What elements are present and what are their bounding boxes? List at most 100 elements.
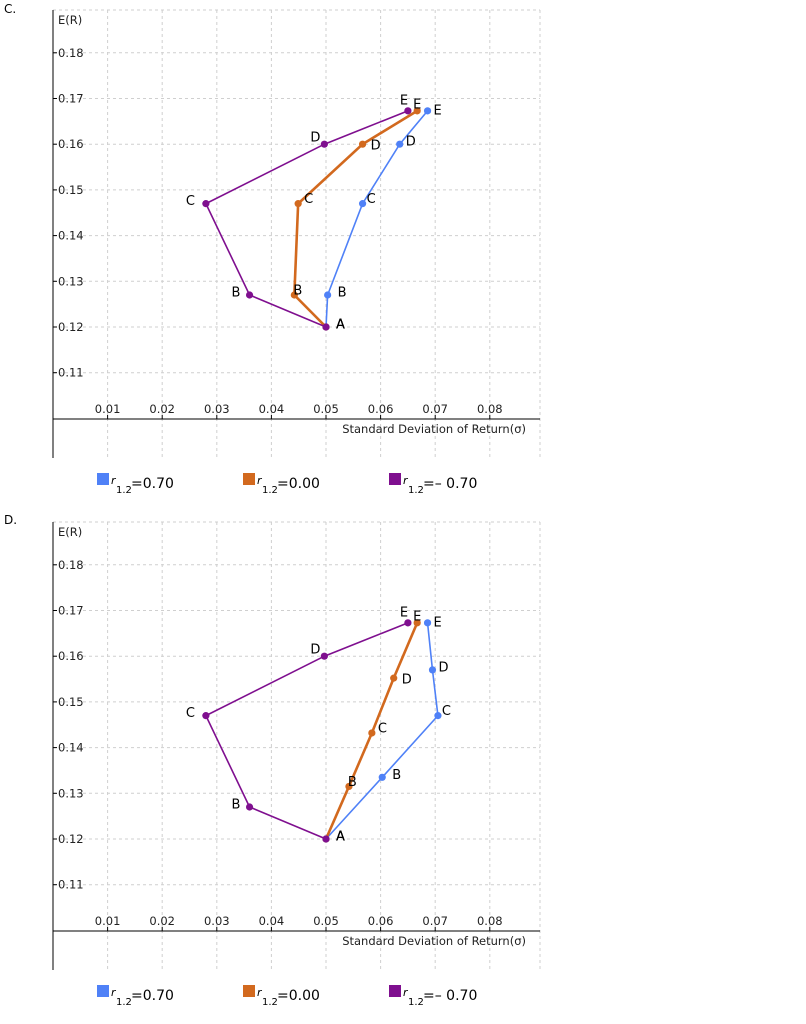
data-point: [378, 773, 386, 781]
x-tick-label: 0.08: [477, 914, 503, 928]
point-label: A: [336, 318, 345, 333]
data-point: [245, 803, 254, 811]
y-axis-title: E(R): [58, 13, 82, 27]
legend-swatch: [389, 473, 401, 485]
legend-value: =0.00: [277, 988, 320, 1004]
x-tick-label: 0.03: [204, 402, 230, 416]
point-label: C: [186, 706, 195, 721]
data-point: [413, 619, 421, 627]
legend-swatch: [243, 473, 255, 485]
x-tick-label: 0.07: [422, 402, 448, 416]
y-tick-label: 0.15: [58, 183, 84, 197]
y-tick-label: 0.12: [58, 832, 84, 846]
legend-subscript: 1.2: [116, 997, 132, 1008]
y-tick-label: 0.14: [58, 229, 84, 243]
point-label: B: [232, 798, 241, 813]
legend-swatch: [97, 473, 109, 485]
option-letter-d: D.: [4, 513, 18, 527]
data-point: [396, 140, 404, 148]
legend-swatch: [389, 985, 401, 997]
legend-subscript: 1.2: [262, 485, 278, 496]
y-tick-label: 0.17: [58, 92, 84, 106]
point-label: A: [336, 830, 345, 845]
data-point: [434, 712, 442, 720]
data-point: [404, 619, 412, 627]
y-tick-label: 0.15: [58, 695, 84, 709]
y-tick-label: 0.11: [58, 878, 84, 892]
y-axis-title: E(R): [58, 525, 82, 539]
x-axis-title: Standard Deviation of Return(σ): [342, 934, 526, 948]
point-label: A: [336, 318, 345, 333]
y-tick-label: 0.12: [58, 320, 84, 334]
point-label: B: [348, 775, 357, 790]
x-tick-label: 0.08: [477, 402, 503, 416]
x-tick-label: 0.02: [149, 914, 175, 928]
option-letter-c: C.: [4, 2, 17, 16]
x-tick-label: 0.07: [422, 914, 448, 928]
point-label: D: [402, 673, 412, 688]
data-point: [245, 291, 254, 299]
data-point: [322, 835, 330, 843]
point-label: C: [304, 192, 313, 207]
x-tick-label: 0.04: [259, 402, 285, 416]
point-label: A: [336, 830, 345, 845]
point-label: C: [378, 721, 387, 736]
point-label: B: [392, 768, 401, 783]
data-point: [358, 140, 367, 148]
grid-lines: [53, 9, 541, 458]
y-tick-label: 0.11: [58, 366, 84, 380]
point-label: E: [400, 605, 408, 620]
legend-swatch: [97, 985, 109, 997]
legend-subscript: 1.2: [116, 485, 132, 496]
legend-subscript: 1.2: [262, 997, 278, 1008]
data-point: [322, 323, 330, 331]
point-label: E: [413, 609, 421, 624]
x-axis-title: Standard Deviation of Return(σ): [342, 422, 526, 436]
data-point: [320, 652, 328, 660]
data-point: [428, 666, 437, 674]
point-label: E: [434, 615, 442, 630]
point-label: E: [434, 103, 442, 118]
y-tick-label: 0.16: [58, 137, 84, 151]
y-tick-label: 0.16: [58, 649, 84, 663]
x-tick-label: 0.06: [368, 402, 394, 416]
data-point: [423, 619, 432, 627]
point-label: A: [336, 318, 345, 333]
chart-panel-c: 0.11 0.12 0.13 0.14 0.15 0.16 0.17 0.18 0.01 0.02…: [52, 9, 541, 496]
point-label: D: [438, 660, 448, 675]
data-point: [368, 729, 376, 737]
x-tick-label: 0.05: [313, 402, 339, 416]
legend-symbol: r: [403, 986, 409, 999]
data-point: [390, 674, 398, 682]
legend-value: =0.70: [131, 988, 174, 1004]
point-label: D: [310, 643, 320, 658]
grid-lines: [53, 521, 541, 970]
point-label: E: [413, 97, 421, 112]
legend-symbol: r: [257, 986, 263, 999]
legend-value: =0.00: [277, 476, 320, 492]
legend-swatch: [243, 985, 255, 997]
point-label: C: [367, 192, 376, 207]
x-tick-label: 0.02: [149, 402, 175, 416]
point-label: B: [232, 286, 241, 301]
y-tick-label: 0.14: [58, 741, 84, 755]
data-point: [345, 782, 353, 791]
x-tick-label: 0.01: [95, 402, 121, 416]
point-label: C: [186, 194, 195, 209]
legend-symbol: r: [403, 474, 409, 487]
data-point: [294, 200, 302, 208]
y-tick-label: 0.13: [58, 274, 84, 288]
data-point: [202, 712, 210, 720]
data-point: [413, 107, 421, 115]
data-point: [404, 107, 412, 115]
legend-symbol: r: [111, 986, 117, 999]
y-tick-label: 0.18: [58, 558, 84, 572]
point-label: D: [371, 139, 381, 154]
y-tick-label: 0.17: [58, 604, 84, 618]
point-label: C: [442, 704, 451, 719]
data-point: [358, 200, 367, 208]
point-label: D: [310, 131, 320, 146]
data-point: [290, 291, 298, 299]
legend-symbol: r: [111, 474, 117, 487]
chart-panel-d: 0.11 0.12 0.13 0.14 0.15 0.16 0.17 0.18 0.01 0.02…: [52, 521, 541, 1008]
